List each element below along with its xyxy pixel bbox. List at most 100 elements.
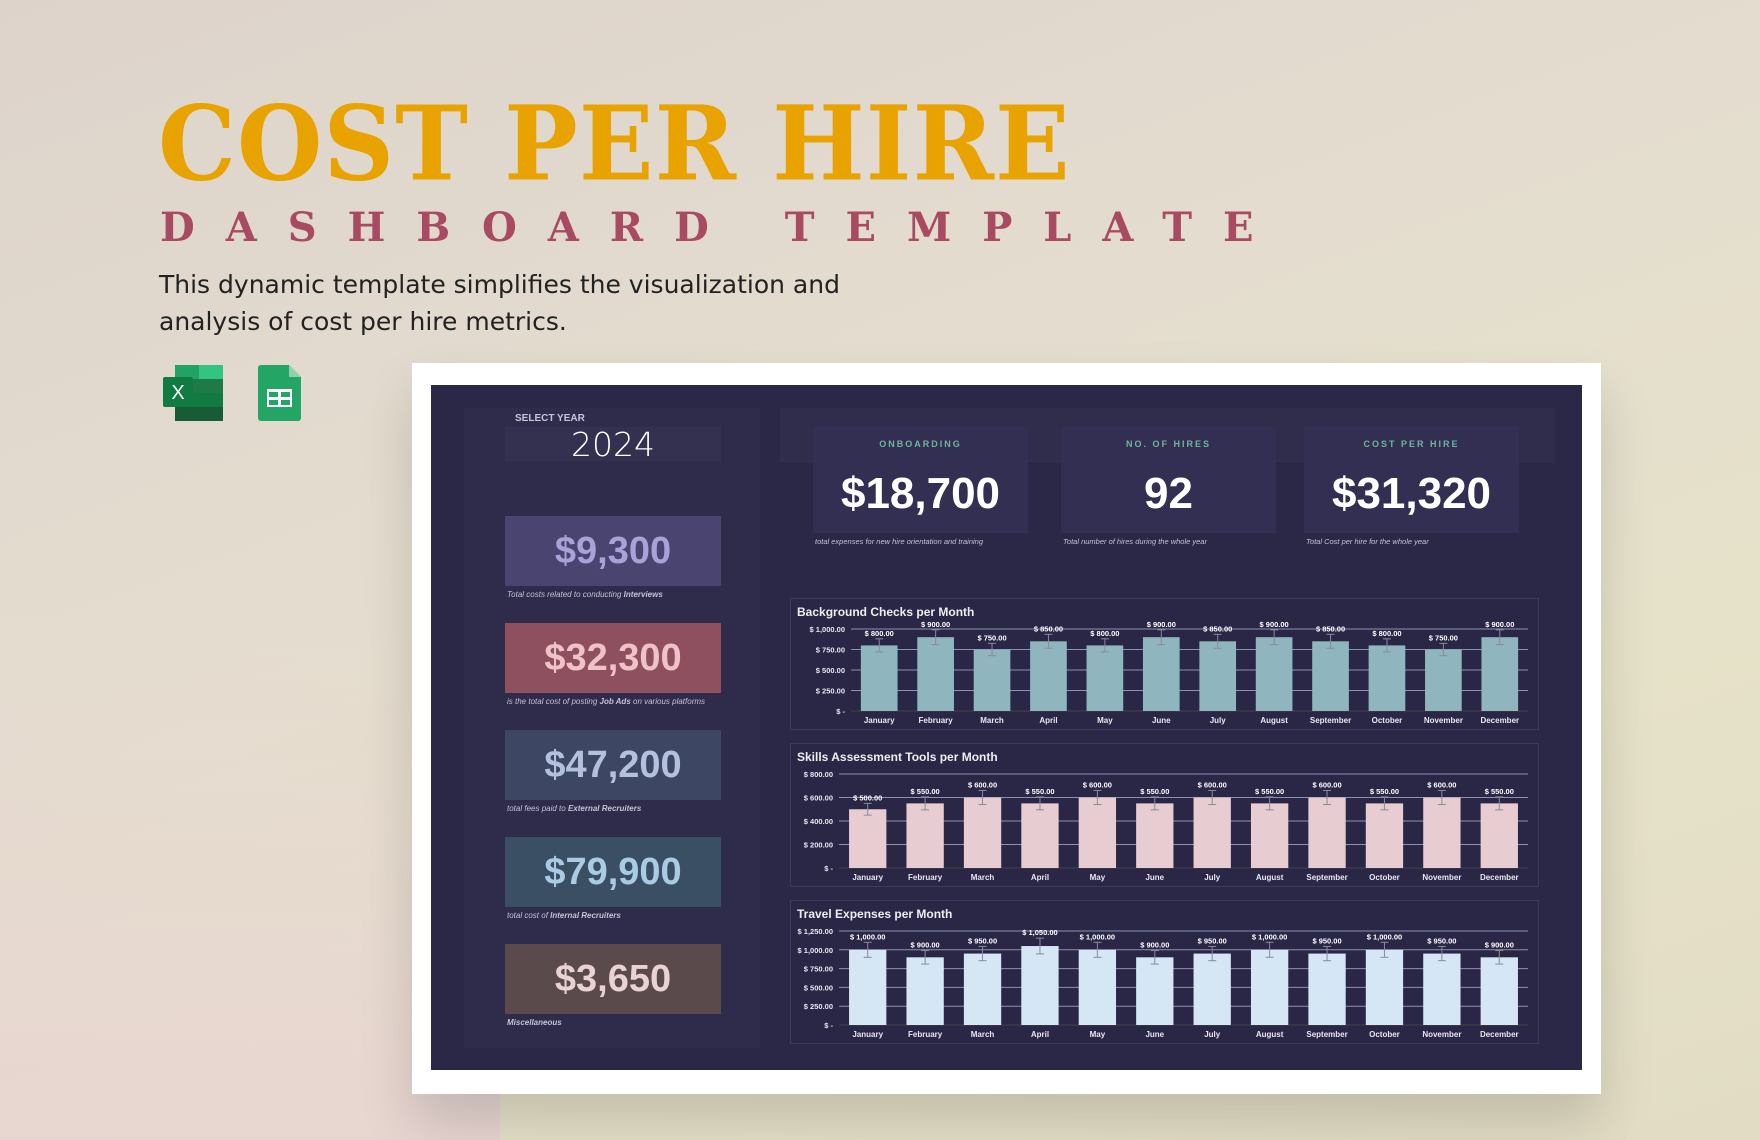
data-label: $ 550.00	[1485, 787, 1514, 796]
bar	[1142, 637, 1180, 711]
data-label: $ 1,000.00	[1252, 932, 1287, 941]
x-tick-label: February	[908, 1030, 943, 1039]
y-tick-label: $ 600.00	[804, 794, 833, 803]
bar	[1250, 803, 1289, 868]
svg-text:X: X	[171, 382, 184, 404]
y-tick-label: $ 750.00	[816, 646, 845, 655]
data-label: $ 600.00	[1083, 780, 1112, 789]
x-tick-label: June	[1152, 716, 1171, 725]
x-tick-label: January	[852, 873, 883, 882]
bar	[1030, 641, 1067, 711]
cost-card: $3,650	[505, 944, 721, 1014]
data-label: $ 900.00	[1147, 620, 1176, 629]
x-tick-label: December	[1480, 873, 1519, 882]
x-tick-label: May	[1090, 873, 1106, 882]
kpi-value: 92	[1144, 469, 1193, 518]
x-tick-label: September	[1306, 873, 1347, 882]
x-tick-label: August	[1256, 873, 1284, 882]
y-tick-label: $ -	[824, 1021, 833, 1030]
chart-title: Travel Expenses per Month	[797, 907, 953, 921]
bar	[1193, 953, 1231, 1025]
caption-text: Total costs related to conducting	[507, 590, 624, 599]
y-tick-label: $ 250.00	[816, 687, 845, 696]
google-sheets-icon	[258, 365, 301, 421]
bar	[1480, 803, 1518, 868]
kpi-label: ONBOARDING	[879, 439, 962, 449]
data-label: $ 750.00	[977, 633, 1006, 642]
x-tick-label: March	[971, 873, 995, 882]
caption-text: total fees paid to	[507, 804, 568, 813]
x-tick-label: October	[1369, 1030, 1400, 1039]
x-tick-label: December	[1480, 1030, 1519, 1039]
bar	[1423, 953, 1461, 1025]
caption-text: total cost of	[507, 911, 551, 920]
bar	[1255, 637, 1293, 711]
y-tick-label: $ 1,000.00	[810, 625, 845, 634]
caption-bold: External Recruiters	[567, 804, 642, 813]
data-label: $ 1,000.00	[1080, 932, 1115, 941]
y-tick-label: $ -	[836, 707, 845, 716]
x-tick-label: August	[1256, 1030, 1284, 1039]
x-tick-label: January	[864, 716, 895, 725]
bar	[973, 649, 1011, 711]
data-label: $ 950.00	[1312, 936, 1341, 945]
caption-bold: Internal Recruiters	[550, 911, 621, 920]
kpi-label: COST PER HIRE	[1363, 439, 1460, 449]
cost-card-caption: total fees paid to External Recruiters	[507, 804, 641, 813]
y-tick-label: $ 500.00	[816, 666, 845, 675]
bar	[1480, 957, 1518, 1025]
data-label: $ 900.00	[1485, 941, 1514, 950]
cost-card-caption: Total costs related to conducting Interv…	[507, 590, 663, 599]
y-tick-label: $ 800.00	[804, 770, 833, 779]
year-select[interactable]: 2024	[505, 427, 721, 463]
kpi-value: $31,320	[1331, 469, 1492, 518]
cost-card-caption: Miscellaneous	[507, 1018, 562, 1027]
data-label: $ 900.00	[921, 620, 950, 629]
data-label: $ 850.00	[1316, 624, 1345, 633]
bar	[1481, 637, 1519, 711]
bar	[906, 803, 944, 868]
x-tick-label: April	[1031, 873, 1049, 882]
x-tick-label: April	[1031, 1030, 1049, 1039]
bar	[906, 957, 944, 1025]
chart-1: $ - $ 200.00 $ 400.00 $ 600.00 $ 800.00 $ 500…	[790, 743, 1539, 887]
excel-icon: X	[163, 365, 223, 421]
data-label: $ 900.00	[1260, 620, 1289, 629]
chart-0: $ - $ 250.00 $ 500.00 $ 750.00 $ 1,000.00 $ 8…	[790, 598, 1539, 730]
cost-breakdown-panel	[464, 408, 760, 1048]
description: This dynamic template simplifies the vis…	[159, 270, 840, 336]
cost-card: $32,300	[505, 623, 721, 693]
x-tick-label: August	[1260, 716, 1288, 725]
x-tick-label: November	[1424, 716, 1463, 725]
y-tick-label: $ 400.00	[804, 817, 833, 826]
y-tick-label: $ 750.00	[804, 965, 833, 974]
kpi-card: ONBOARDING $18,700	[813, 427, 1028, 533]
y-tick-label: $ 1,250.00	[798, 927, 833, 936]
bar	[849, 809, 887, 868]
data-label: $ 800.00	[865, 629, 894, 638]
bar	[849, 949, 887, 1025]
caption-text: on various platforms	[630, 697, 706, 706]
page-subtitle: DASHBOARD TEMPLATE	[160, 204, 1285, 251]
x-tick-label: October	[1369, 873, 1400, 882]
x-tick-label: May	[1097, 716, 1113, 725]
x-tick-label: March	[980, 716, 1004, 725]
x-tick-label: July	[1204, 873, 1221, 882]
data-label: $ 900.00	[911, 941, 940, 950]
x-tick-label: December	[1480, 716, 1519, 725]
data-label: $ 550.00	[911, 787, 940, 796]
y-tick-label: $ 200.00	[804, 841, 833, 850]
bar	[963, 797, 1002, 868]
kpi-card: NO. OF HIRES 92	[1061, 427, 1276, 533]
bar	[1250, 949, 1289, 1025]
cost-card: $47,200	[505, 730, 721, 800]
kpi-label: NO. OF HIRES	[1125, 439, 1211, 449]
x-tick-label: April	[1039, 716, 1057, 725]
data-label: $ 1,000.00	[1367, 932, 1402, 941]
x-tick-label: November	[1422, 873, 1461, 882]
data-label: $ 1,000.00	[850, 932, 885, 941]
data-label: $ 550.00	[1025, 787, 1054, 796]
year-label: SELECT YEAR	[515, 413, 585, 424]
y-tick-label: $ 1,000.00	[798, 946, 833, 955]
caption-bold: Interviews	[623, 590, 663, 599]
